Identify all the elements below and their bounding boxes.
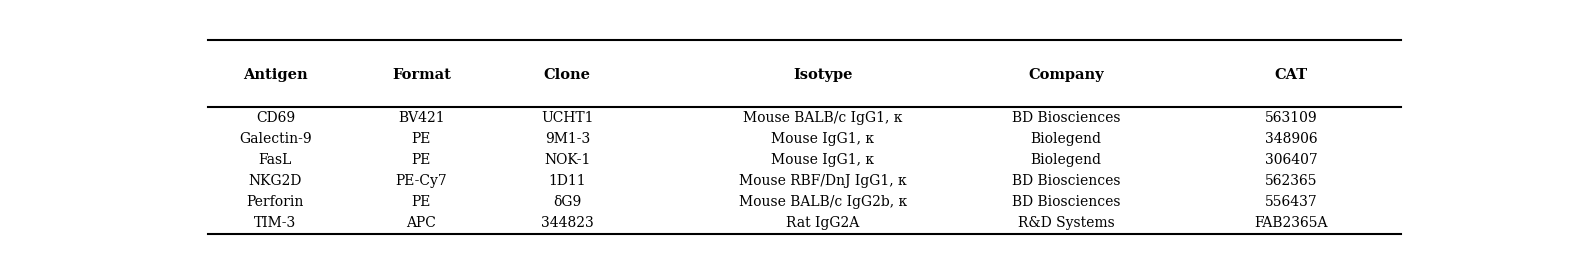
Text: PE: PE <box>411 153 432 167</box>
Text: Galectin-9: Galectin-9 <box>239 132 312 146</box>
Text: Perforin: Perforin <box>246 195 305 209</box>
Text: UCHT1: UCHT1 <box>542 111 593 125</box>
Text: Rat IgG2A: Rat IgG2A <box>787 216 859 230</box>
Text: TIM-3: TIM-3 <box>254 216 297 230</box>
Text: Mouse IgG1, κ: Mouse IgG1, κ <box>771 153 874 167</box>
Text: PE-Cy7: PE-Cy7 <box>396 174 447 188</box>
Text: Biolegend: Biolegend <box>1031 153 1102 167</box>
Text: Mouse BALB/c IgG1, κ: Mouse BALB/c IgG1, κ <box>743 111 903 125</box>
Text: PE: PE <box>411 195 432 209</box>
Text: Biolegend: Biolegend <box>1031 132 1102 146</box>
Text: FasL: FasL <box>259 153 292 167</box>
Text: CAT: CAT <box>1275 68 1308 82</box>
Text: BD Biosciences: BD Biosciences <box>1013 174 1121 188</box>
Text: NOK-1: NOK-1 <box>545 153 590 167</box>
Text: 562365: 562365 <box>1265 174 1317 188</box>
Text: 563109: 563109 <box>1265 111 1317 125</box>
Text: 556437: 556437 <box>1265 195 1317 209</box>
Text: APC: APC <box>407 216 436 230</box>
Text: Clone: Clone <box>543 68 590 82</box>
Text: Mouse IgG1, κ: Mouse IgG1, κ <box>771 132 874 146</box>
Text: δG9: δG9 <box>553 195 581 209</box>
Text: NKG2D: NKG2D <box>248 174 301 188</box>
Text: 1D11: 1D11 <box>548 174 586 188</box>
Text: Format: Format <box>392 68 451 82</box>
Text: Company: Company <box>1028 68 1104 82</box>
Text: Mouse BALB/c IgG2b, κ: Mouse BALB/c IgG2b, κ <box>739 195 907 209</box>
Text: 9M1-3: 9M1-3 <box>545 132 590 146</box>
Text: BV421: BV421 <box>399 111 444 125</box>
Text: BD Biosciences: BD Biosciences <box>1013 195 1121 209</box>
Text: 348906: 348906 <box>1265 132 1317 146</box>
Text: R&D Systems: R&D Systems <box>1017 216 1115 230</box>
Text: Antigen: Antigen <box>243 68 308 82</box>
Text: CD69: CD69 <box>256 111 295 125</box>
Text: 306407: 306407 <box>1265 153 1317 167</box>
Text: PE: PE <box>411 132 432 146</box>
Text: Mouse RBF/DnJ IgG1, κ: Mouse RBF/DnJ IgG1, κ <box>739 174 907 188</box>
Text: BD Biosciences: BD Biosciences <box>1013 111 1121 125</box>
Text: 344823: 344823 <box>542 216 593 230</box>
Text: FAB2365A: FAB2365A <box>1254 216 1328 230</box>
Text: Isotype: Isotype <box>793 68 853 82</box>
